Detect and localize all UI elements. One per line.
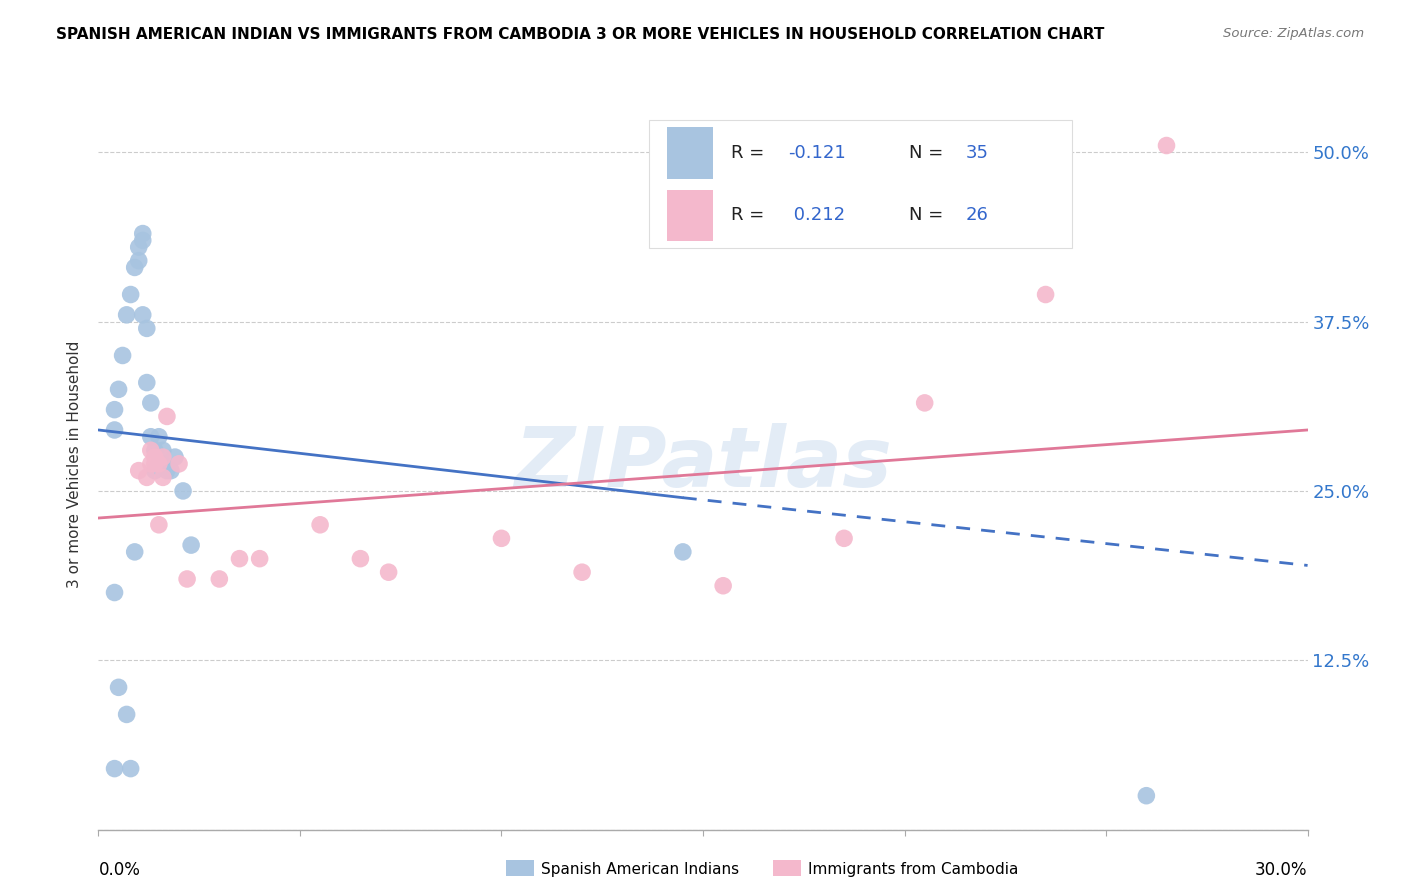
Text: Source: ZipAtlas.com: Source: ZipAtlas.com <box>1223 27 1364 40</box>
Point <box>156 409 179 424</box>
Point <box>132 308 155 322</box>
Point <box>103 585 125 599</box>
Point <box>1035 287 1057 301</box>
Point <box>143 450 166 464</box>
Text: 35: 35 <box>966 144 988 162</box>
Point <box>124 260 146 275</box>
Point <box>132 233 155 247</box>
Point <box>349 551 371 566</box>
Text: 30.0%: 30.0% <box>1256 861 1308 879</box>
Point <box>1156 138 1178 153</box>
Point <box>672 545 695 559</box>
Text: 26: 26 <box>966 206 988 224</box>
Point <box>152 443 174 458</box>
Text: ZIPatlas: ZIPatlas <box>515 424 891 504</box>
Point <box>103 402 125 417</box>
Point <box>152 450 174 464</box>
Point <box>163 450 186 464</box>
Point <box>180 538 202 552</box>
Point <box>111 349 134 363</box>
Point <box>148 457 170 471</box>
Point <box>128 464 150 478</box>
Text: R =: R = <box>731 144 770 162</box>
Point <box>143 457 166 471</box>
Point <box>914 396 936 410</box>
Point <box>143 443 166 458</box>
Point <box>103 762 125 776</box>
Point <box>132 227 155 241</box>
Point <box>249 551 271 566</box>
Point <box>107 681 129 695</box>
Point <box>832 532 855 546</box>
Point <box>135 376 157 390</box>
Point <box>135 470 157 484</box>
Point <box>167 457 190 471</box>
Point <box>148 430 170 444</box>
Point <box>139 430 162 444</box>
Point <box>139 457 162 471</box>
Point <box>124 545 146 559</box>
Point <box>148 517 170 532</box>
Point <box>156 464 179 478</box>
Point <box>128 253 150 268</box>
Point <box>309 517 332 532</box>
Point <box>208 572 231 586</box>
FancyBboxPatch shape <box>666 128 713 178</box>
Point <box>135 321 157 335</box>
Point <box>491 532 513 546</box>
Text: N =: N = <box>908 144 949 162</box>
Point <box>571 565 593 579</box>
Text: 0.0%: 0.0% <box>98 861 141 879</box>
Point <box>228 551 250 566</box>
Point <box>160 464 183 478</box>
Text: N =: N = <box>908 206 949 224</box>
Point <box>377 565 399 579</box>
Point <box>176 572 198 586</box>
Point <box>1135 789 1157 803</box>
Point <box>152 457 174 471</box>
Point <box>120 762 142 776</box>
Point <box>115 707 138 722</box>
Point <box>148 457 170 471</box>
Text: 0.212: 0.212 <box>787 206 845 224</box>
Point <box>711 579 734 593</box>
Text: Immigrants from Cambodia: Immigrants from Cambodia <box>808 863 1019 877</box>
Point <box>107 382 129 396</box>
Y-axis label: 3 or more Vehicles in Household: 3 or more Vehicles in Household <box>67 340 83 588</box>
Point <box>152 470 174 484</box>
FancyBboxPatch shape <box>666 190 713 241</box>
Point <box>120 287 142 301</box>
FancyBboxPatch shape <box>648 120 1071 248</box>
Point <box>143 464 166 478</box>
Text: Spanish American Indians: Spanish American Indians <box>541 863 740 877</box>
Text: R =: R = <box>731 206 770 224</box>
Point <box>139 443 162 458</box>
Point <box>172 483 194 498</box>
Text: -0.121: -0.121 <box>787 144 845 162</box>
Point <box>128 240 150 254</box>
Point <box>115 308 138 322</box>
Text: SPANISH AMERICAN INDIAN VS IMMIGRANTS FROM CAMBODIA 3 OR MORE VEHICLES IN HOUSEH: SPANISH AMERICAN INDIAN VS IMMIGRANTS FR… <box>56 27 1105 42</box>
Point <box>103 423 125 437</box>
Point <box>139 396 162 410</box>
